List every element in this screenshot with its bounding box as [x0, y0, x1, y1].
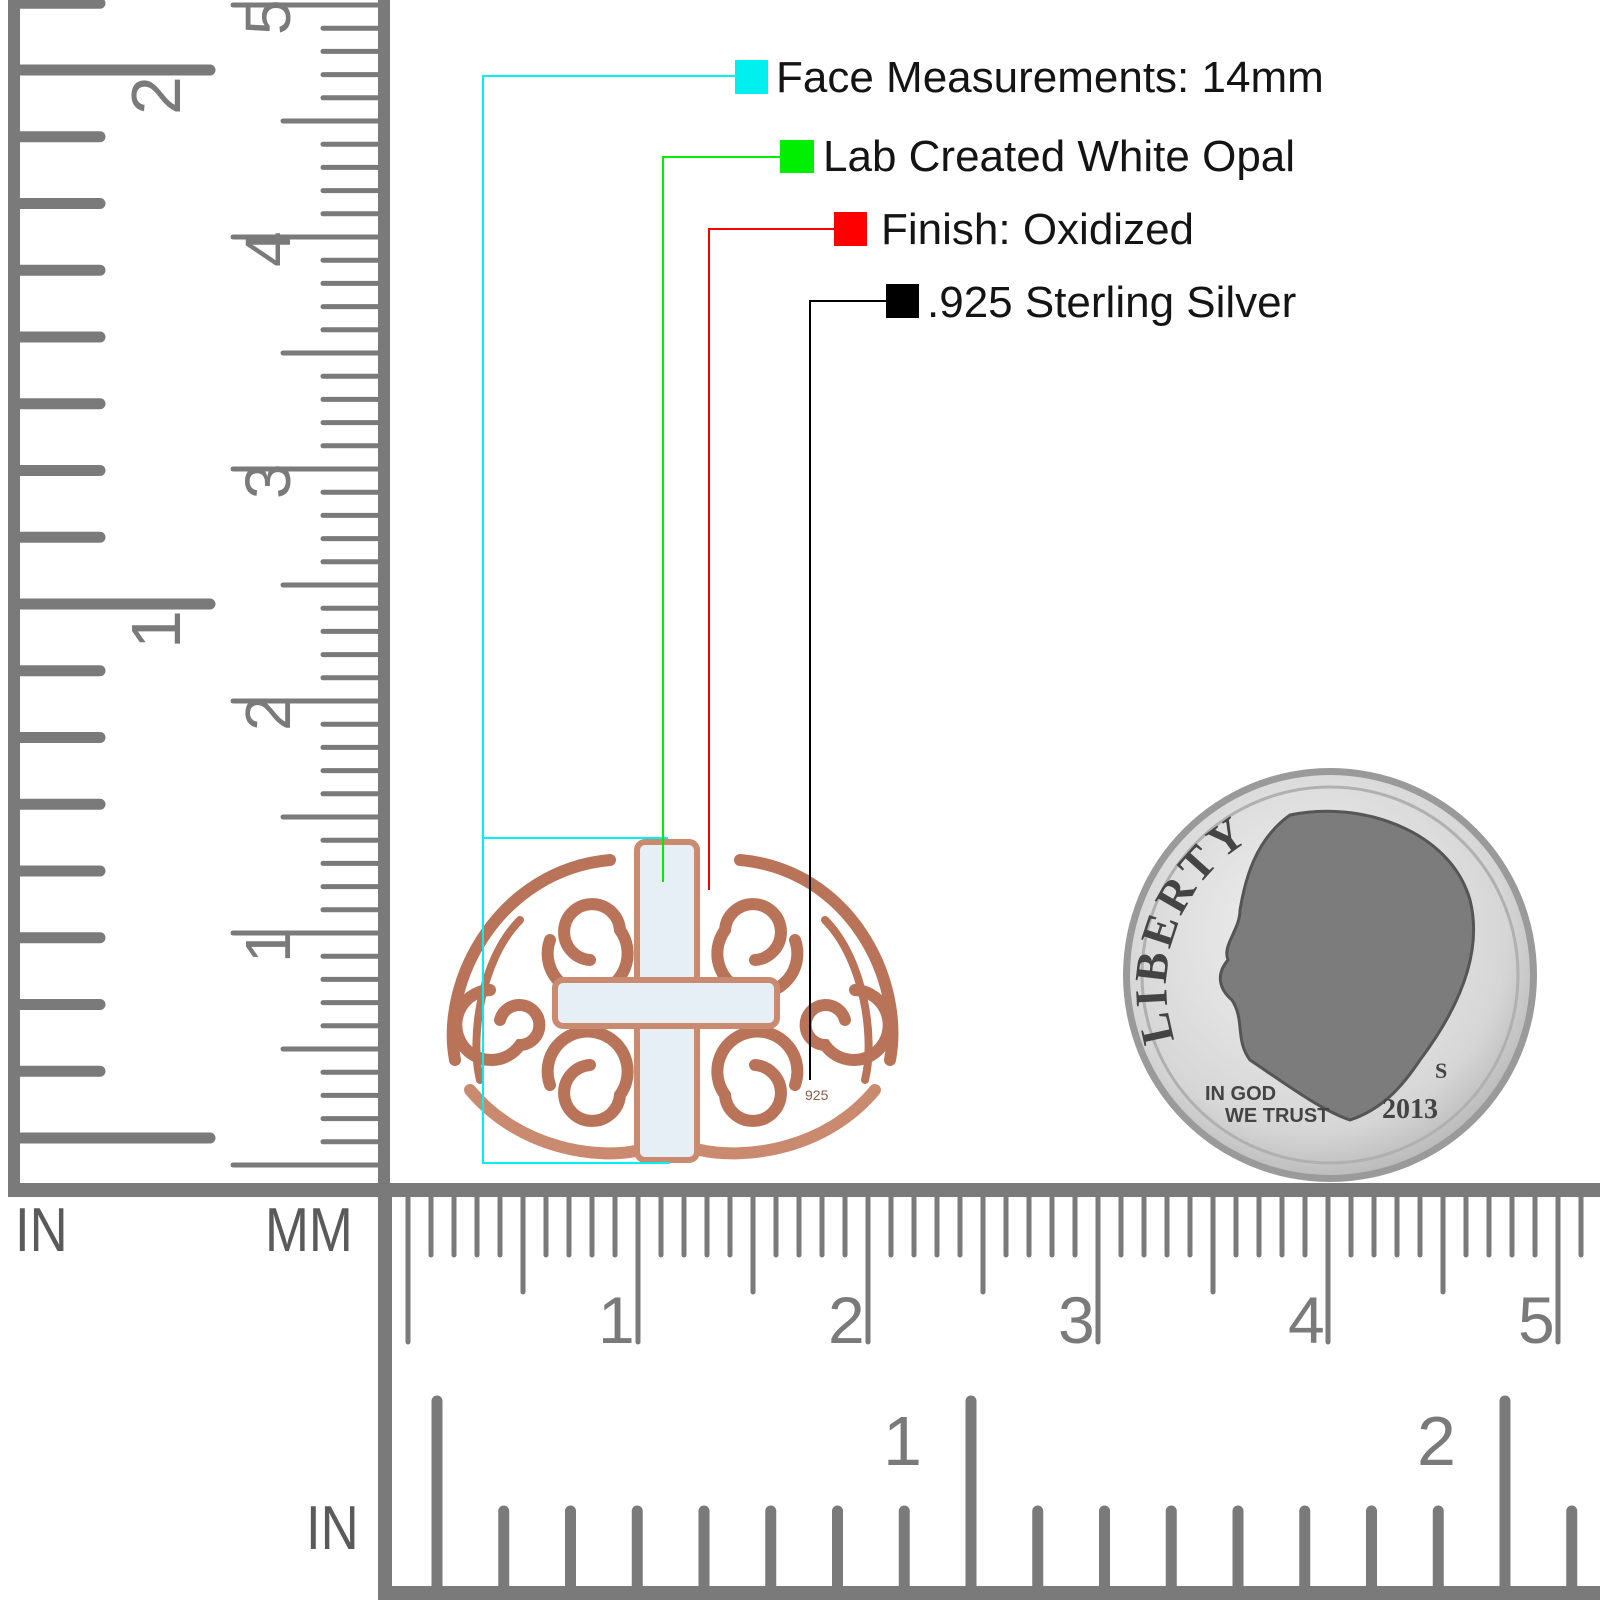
vertical-cm-label: 4 — [232, 231, 304, 267]
dime-coin: LIBERTY IN GOD WE TRUST 2013 S — [1123, 768, 1537, 1182]
bottom-ruler-left-edge — [378, 1183, 392, 1600]
coin-motto-2: WE TRUST — [1225, 1105, 1329, 1127]
horizontal-inch-label: 2 — [1417, 1402, 1456, 1480]
coin-motto-1: IN GOD — [1205, 1083, 1276, 1105]
coin-year: 2013 — [1382, 1094, 1438, 1125]
legend-swatch-cyan — [735, 60, 768, 94]
bottom-inch-unit: IN — [306, 1494, 359, 1563]
metal-leader — [809, 300, 886, 1080]
horizontal-cm-label: 4 — [1288, 1283, 1325, 1357]
face-measurement-box — [482, 75, 735, 1164]
opal-leader — [662, 156, 780, 882]
vertical-inch-label: 1 — [117, 610, 195, 649]
legend-swatch-red — [834, 212, 867, 246]
legend-stone: Lab Created White Opal — [823, 132, 1296, 181]
vertical-ruler-right-edge — [378, 0, 390, 1195]
ruler-horizontal-edge — [8, 1183, 1600, 1197]
horizontal-cm-label: 1 — [598, 1283, 635, 1357]
vertical-ruler-left-edge — [8, 0, 20, 1195]
vertical-cm-label: 2 — [232, 695, 304, 731]
horizontal-inch-label: 1 — [883, 1402, 922, 1480]
legend-finish: Finish: Oxidized — [881, 205, 1195, 254]
horizontal-cm-label: 5 — [1518, 1283, 1555, 1357]
vertical-cm-label: 5 — [232, 0, 304, 35]
coin-portrait — [1218, 809, 1476, 1122]
legend-face-measurements: Face Measurements: 14mm — [776, 53, 1324, 102]
legend-swatch-green — [780, 140, 814, 173]
opal-cross — [552, 839, 780, 1163]
horizontal-cm-label: 3 — [1058, 1283, 1095, 1357]
vertical-cm-label: 3 — [232, 463, 304, 499]
left-inch-unit: IN — [15, 1196, 68, 1265]
ring — [446, 854, 899, 1160]
vertical-inch-label: 2 — [117, 76, 195, 115]
legend-metal: .925 Sterling Silver — [927, 278, 1297, 327]
finish-leader — [708, 228, 834, 890]
bottom-ruler-bottom-edge — [378, 1586, 1600, 1600]
left-mm-unit: MM — [265, 1196, 353, 1265]
coin-mint-mark: S — [1435, 1058, 1447, 1083]
vertical-cm-label: 1 — [232, 927, 304, 963]
ring-stamp: 925 — [805, 1087, 829, 1103]
legend-swatch-black — [886, 284, 919, 318]
horizontal-cm-label: 2 — [828, 1283, 865, 1357]
